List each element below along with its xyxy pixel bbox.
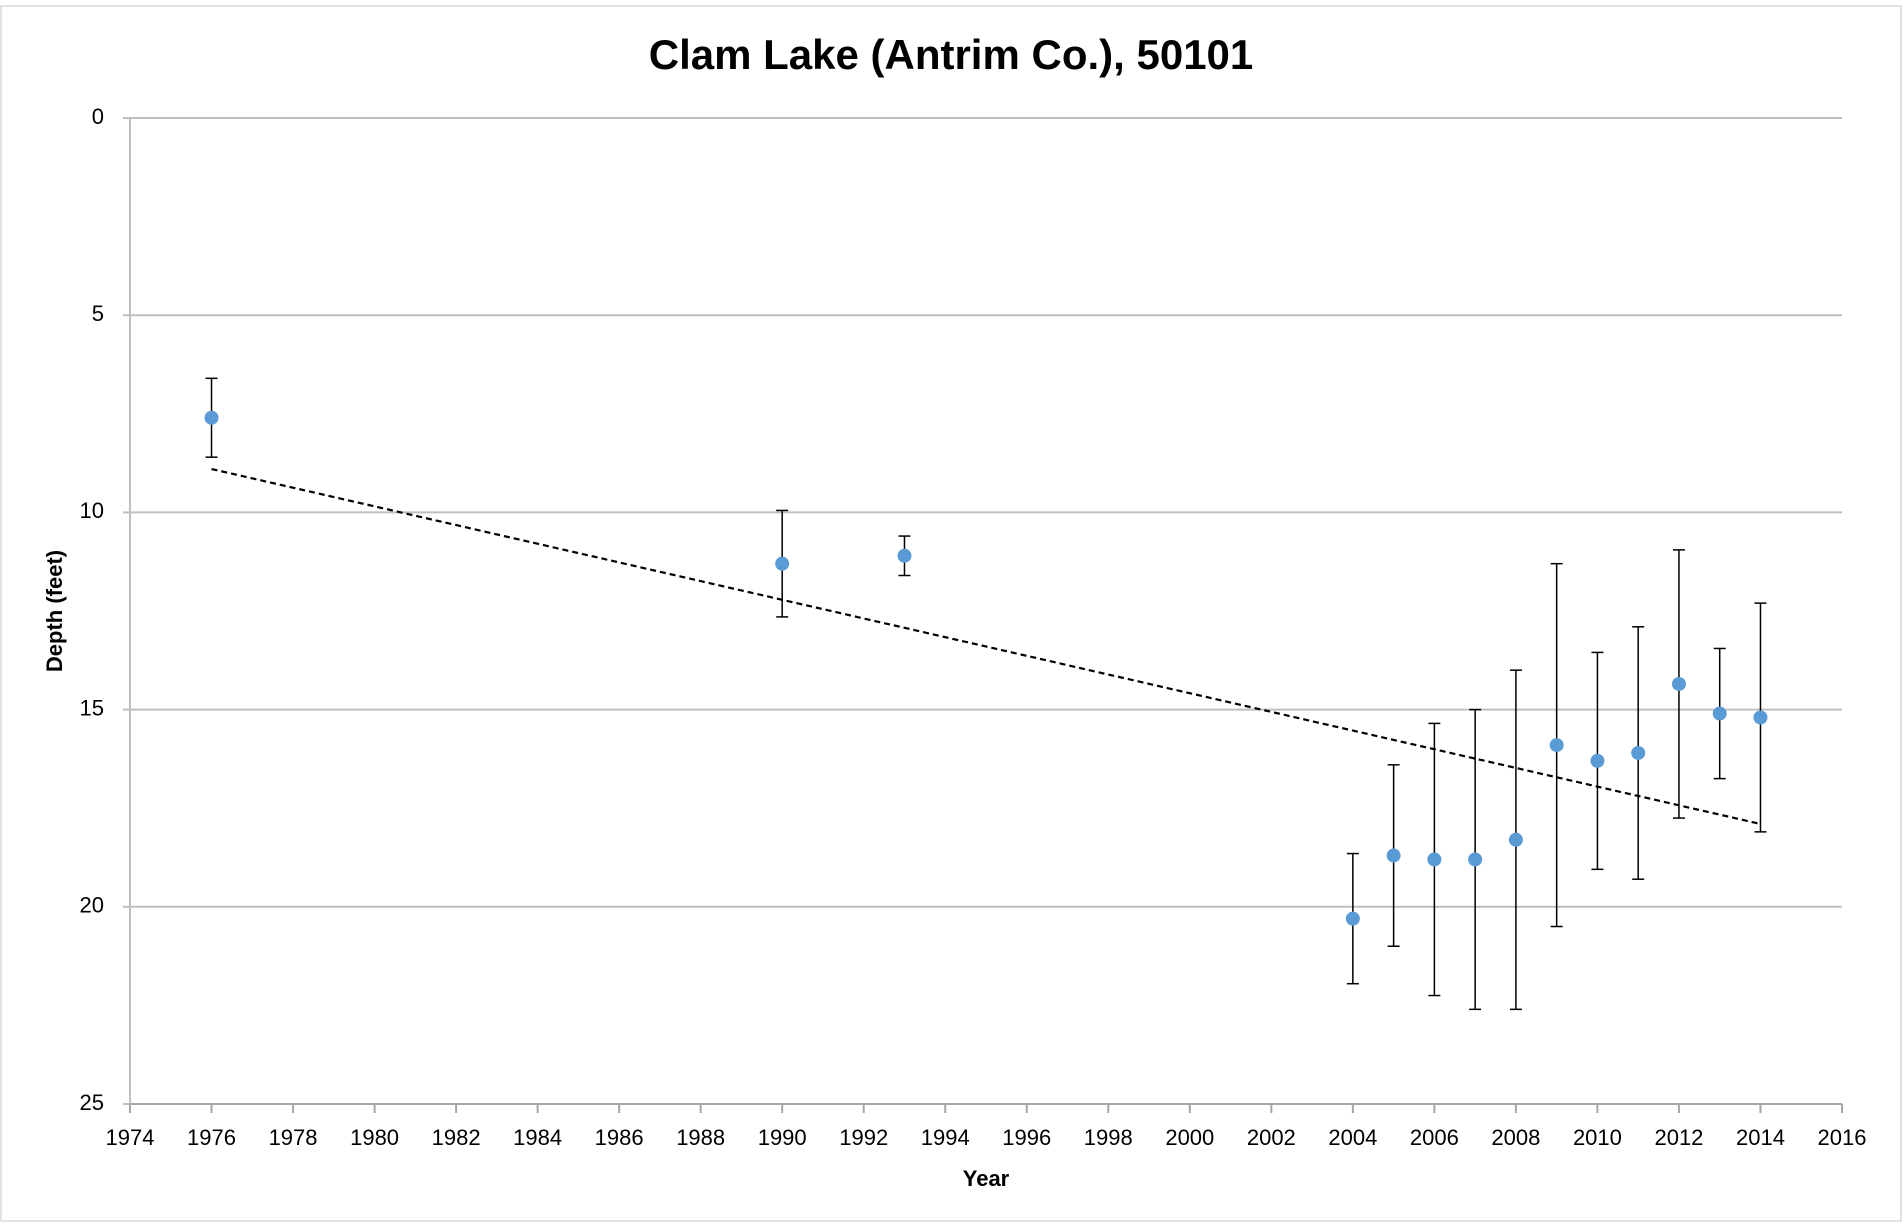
x-tick-label: 2006 <box>1410 1125 1459 1150</box>
x-tick-label: 1996 <box>1002 1125 1051 1150</box>
x-tick-label: 2014 <box>1736 1125 1785 1150</box>
x-tick-label: 1998 <box>1084 1125 1133 1150</box>
x-tick-label: 1982 <box>432 1125 481 1150</box>
y-axis-title: Depth (feet) <box>42 550 67 672</box>
y-tick-label: 5 <box>92 301 104 326</box>
x-axis-title: Year <box>963 1166 1010 1191</box>
y-tick-label: 25 <box>80 1090 104 1115</box>
x-tick-label: 1976 <box>187 1125 236 1150</box>
data-point <box>1468 852 1483 867</box>
x-tick-label: 1990 <box>758 1125 807 1150</box>
data-point <box>1508 832 1523 847</box>
y-tick-label: 0 <box>92 104 104 129</box>
x-tick-label: 1986 <box>595 1125 644 1150</box>
y-tick-label: 15 <box>80 695 104 720</box>
data-point <box>1590 753 1605 768</box>
x-tick-label: 1984 <box>513 1125 562 1150</box>
x-tick-label: 2008 <box>1491 1125 1540 1150</box>
data-point <box>1631 745 1646 760</box>
data-point <box>897 548 912 563</box>
y-tick-label: 20 <box>80 893 104 918</box>
chart-title: Clam Lake (Antrim Co.), 50101 <box>649 31 1254 78</box>
x-tick-label: 2010 <box>1573 1125 1622 1150</box>
data-point <box>1345 911 1360 926</box>
data-point <box>1712 706 1727 721</box>
x-tick-label: 1974 <box>106 1125 155 1150</box>
data-point <box>1753 710 1768 725</box>
data-point <box>1671 676 1686 691</box>
x-tick-label: 2000 <box>1165 1125 1214 1150</box>
x-tick-label: 1980 <box>350 1125 399 1150</box>
x-tick-label: 2016 <box>1818 1125 1867 1150</box>
y-tick-label: 10 <box>80 498 104 523</box>
x-tick-label: 2002 <box>1247 1125 1296 1150</box>
data-point <box>775 556 790 571</box>
chart-frame <box>0 5 1902 1222</box>
x-tick-label: 1994 <box>921 1125 970 1150</box>
trendline <box>211 467 1761 826</box>
x-tick-label: 1988 <box>676 1125 725 1150</box>
data-point <box>204 410 219 425</box>
x-tick-label: 1978 <box>269 1125 318 1150</box>
x-tick-label: 2012 <box>1654 1125 1703 1150</box>
x-tick-label: 1992 <box>839 1125 888 1150</box>
data-point <box>1549 738 1564 753</box>
data-point <box>1386 848 1401 863</box>
x-tick-label: 2004 <box>1328 1125 1377 1150</box>
data-point <box>1427 852 1442 867</box>
